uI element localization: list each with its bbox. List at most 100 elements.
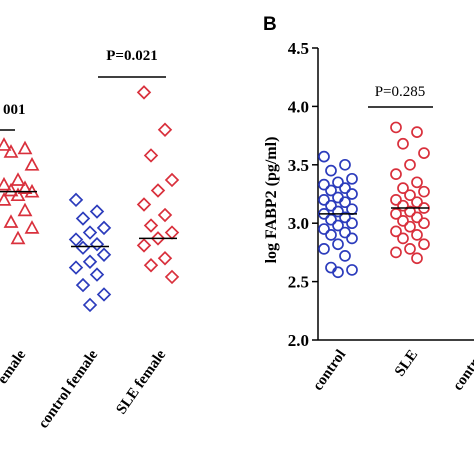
point xyxy=(404,220,416,233)
point xyxy=(143,148,159,163)
point xyxy=(24,220,40,234)
point xyxy=(24,157,40,171)
point xyxy=(96,287,112,302)
point xyxy=(397,182,409,195)
point xyxy=(0,176,12,191)
y-axis-label: log FABP2 (pg/ml) xyxy=(263,137,280,264)
point xyxy=(17,202,33,217)
point xyxy=(411,126,423,138)
point xyxy=(339,196,351,209)
point xyxy=(332,176,344,189)
point xyxy=(390,121,402,134)
panel-label: B xyxy=(263,14,277,35)
point xyxy=(3,144,19,158)
point xyxy=(89,237,105,252)
point xyxy=(318,178,330,191)
point xyxy=(17,140,33,155)
y-tick-label: 2.0 xyxy=(288,331,309,350)
point xyxy=(10,187,26,202)
point xyxy=(332,266,344,279)
y-tick-label: 3.0 xyxy=(288,214,309,233)
point xyxy=(418,185,430,198)
point xyxy=(339,226,351,239)
point xyxy=(325,164,337,177)
point xyxy=(397,215,409,227)
point xyxy=(89,267,105,282)
point xyxy=(339,211,351,224)
point xyxy=(3,214,19,228)
point xyxy=(96,220,112,236)
point xyxy=(136,85,152,100)
point xyxy=(10,172,26,186)
point xyxy=(397,137,409,150)
point xyxy=(0,192,12,206)
point xyxy=(82,225,98,240)
point xyxy=(325,213,337,226)
point xyxy=(157,122,173,137)
point xyxy=(318,223,330,235)
point xyxy=(75,211,91,226)
point xyxy=(390,246,402,259)
point xyxy=(318,193,330,206)
point xyxy=(150,231,166,246)
p-value: 001 xyxy=(3,102,26,118)
point xyxy=(17,180,33,195)
y-tick-label: 4.5 xyxy=(288,39,309,58)
point xyxy=(411,196,423,209)
point xyxy=(397,232,409,245)
point xyxy=(390,208,402,220)
point xyxy=(136,238,152,253)
point xyxy=(75,240,91,255)
p-value: P=0.021 xyxy=(106,48,157,64)
point xyxy=(346,172,358,185)
point xyxy=(143,218,159,233)
point xyxy=(68,232,84,247)
point xyxy=(411,252,423,265)
point xyxy=(346,264,358,276)
point xyxy=(164,269,180,285)
point xyxy=(390,225,402,238)
point xyxy=(10,230,26,245)
point xyxy=(346,217,358,230)
point xyxy=(157,207,173,223)
point xyxy=(96,247,112,262)
y-tick-label: 4.0 xyxy=(288,97,309,116)
point xyxy=(339,250,351,262)
point xyxy=(318,243,330,255)
point xyxy=(418,147,430,159)
point xyxy=(404,205,416,218)
point xyxy=(82,254,98,269)
point xyxy=(0,137,12,151)
point xyxy=(390,168,402,180)
point xyxy=(75,277,91,293)
point xyxy=(318,150,330,163)
point xyxy=(150,183,166,198)
point xyxy=(390,193,402,206)
point xyxy=(411,211,423,224)
point xyxy=(68,192,84,208)
point xyxy=(325,184,337,197)
point xyxy=(143,258,159,273)
point xyxy=(411,176,423,189)
point xyxy=(157,251,173,266)
point xyxy=(346,188,358,200)
point xyxy=(404,189,416,202)
y-tick-label: 2.5 xyxy=(288,273,309,292)
point xyxy=(339,158,351,171)
point xyxy=(89,204,105,219)
point xyxy=(82,297,98,313)
point xyxy=(418,217,430,230)
point xyxy=(325,229,337,241)
point xyxy=(411,229,423,241)
point xyxy=(332,219,344,232)
point xyxy=(332,238,344,251)
point xyxy=(325,199,337,212)
point xyxy=(339,182,351,195)
point xyxy=(136,197,152,212)
point xyxy=(418,238,430,251)
point xyxy=(397,199,409,212)
point xyxy=(3,182,19,197)
point xyxy=(404,158,416,171)
